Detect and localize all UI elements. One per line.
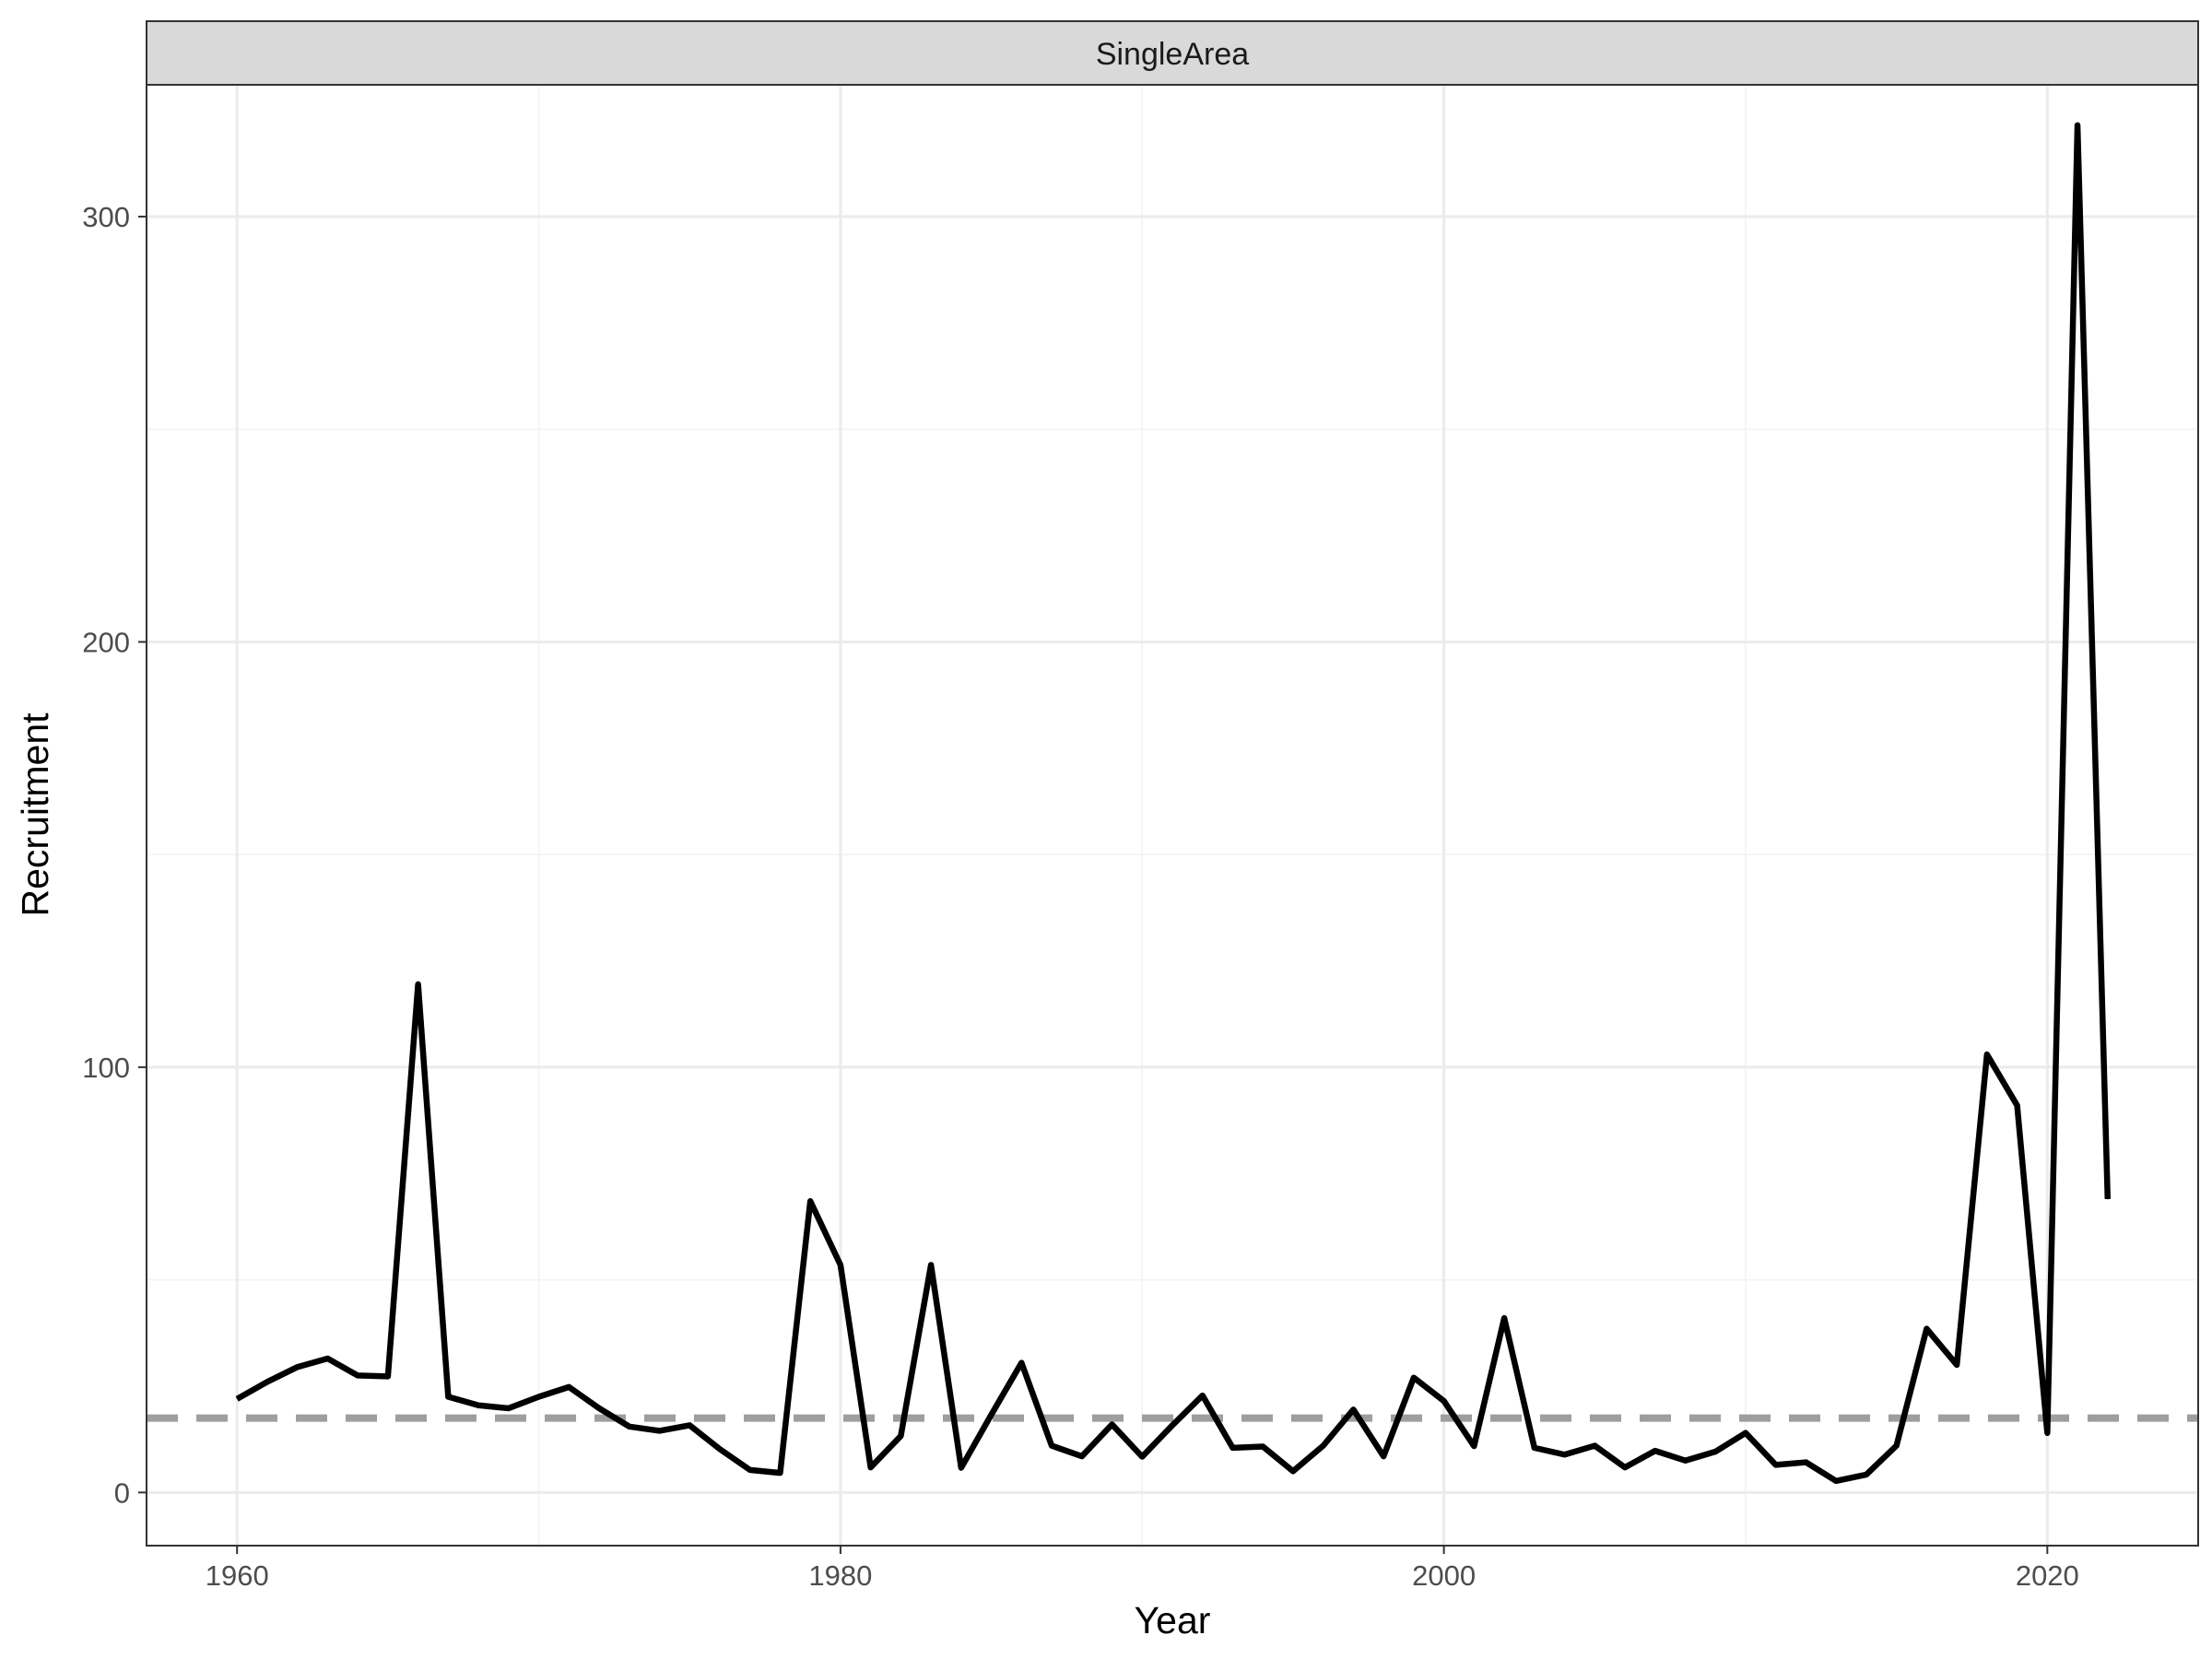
- y-tick-label-1: 100: [82, 1052, 130, 1084]
- data-point-1993: [1231, 1447, 1233, 1449]
- plot-panel-border: [146, 84, 2199, 1547]
- data-point-2019: [2017, 1104, 2018, 1106]
- data-point-1990: [1141, 1456, 1143, 1458]
- data-point-1963: [326, 1358, 328, 1359]
- data-point-1988: [1081, 1455, 1083, 1457]
- data-point-1986: [1020, 1362, 1022, 1364]
- data-point-1976: [719, 1448, 721, 1450]
- data-point-1965: [387, 1375, 389, 1377]
- data-point-2006: [1624, 1466, 1626, 1468]
- data-point-2020: [2046, 1432, 2048, 1434]
- x-axis: 1960 1980 2000 2020: [206, 1546, 2079, 1592]
- data-point-1995: [1292, 1470, 1294, 1472]
- data-point-2008: [1685, 1460, 1686, 1462]
- data-point-1987: [1051, 1445, 1053, 1447]
- data-point-1994: [1262, 1445, 1264, 1447]
- data-point-2010: [1745, 1432, 1747, 1434]
- y-tick-label-0: 0: [114, 1477, 130, 1509]
- data-point-2004: [1564, 1453, 1566, 1455]
- data-point-1991: [1171, 1424, 1173, 1426]
- data-point-2018: [1986, 1053, 1988, 1055]
- data-point-1996: [1323, 1445, 1324, 1447]
- data-point-1985: [991, 1414, 993, 1416]
- data-point-2009: [1714, 1451, 1716, 1453]
- facet-strip: [146, 20, 2199, 86]
- data-point-2015: [1896, 1445, 1898, 1447]
- data-point-1999: [1413, 1377, 1415, 1379]
- data-point-2016: [1925, 1328, 1927, 1330]
- x-tick-label-2: 2000: [1412, 1559, 1476, 1592]
- x-tick-label-0: 1960: [206, 1559, 269, 1592]
- data-point-1998: [1382, 1455, 1384, 1457]
- data-point-2003: [1534, 1447, 1535, 1449]
- x-axis-title: Year: [1135, 1599, 1211, 1641]
- data-point-1978: [779, 1472, 781, 1474]
- y-axis-title: Recruitment: [14, 712, 56, 917]
- data-point-2007: [1654, 1450, 1656, 1452]
- data-point-1969: [508, 1407, 510, 1409]
- data-point-1974: [659, 1430, 660, 1431]
- data-point-2014: [1865, 1474, 1867, 1476]
- data-point-1997: [1352, 1408, 1354, 1410]
- data-point-1962: [297, 1366, 299, 1368]
- data-point-1970: [538, 1396, 540, 1397]
- y-tick-label-3: 300: [82, 201, 130, 233]
- data-point-1981: [870, 1466, 872, 1468]
- grid-major: [147, 85, 2198, 1546]
- data-point-2002: [1503, 1317, 1505, 1319]
- data-point-1979: [809, 1200, 811, 1202]
- data-point-2000: [1443, 1400, 1445, 1402]
- plot-panel: [147, 85, 2198, 1546]
- data-point-1967: [447, 1396, 449, 1397]
- data-point-1975: [688, 1424, 690, 1426]
- series-layer: [235, 122, 2112, 1485]
- data-point-1972: [598, 1407, 600, 1409]
- data-point-2001: [1473, 1445, 1475, 1447]
- data-point-2022: [2107, 1198, 2109, 1200]
- data-point-1964: [357, 1374, 359, 1376]
- data-point-1960: [236, 1398, 238, 1400]
- data-point-2017: [1956, 1364, 1958, 1366]
- data-point-1982: [900, 1435, 901, 1437]
- data-point-1992: [1202, 1394, 1204, 1396]
- facet-label: SingleArea: [1096, 37, 1249, 72]
- data-point-2021: [2077, 124, 2078, 126]
- data-point-2013: [1835, 1480, 1837, 1482]
- data-point-1968: [477, 1405, 479, 1406]
- data-point-1984: [960, 1467, 962, 1469]
- data-point-1971: [568, 1386, 570, 1388]
- data-point-2005: [1594, 1445, 1595, 1447]
- y-tick-label-2: 200: [82, 626, 130, 658]
- x-tick-label-1: 1980: [808, 1559, 872, 1592]
- data-point-1977: [749, 1469, 751, 1471]
- grid-minor: [147, 85, 2198, 1546]
- x-tick-label-3: 2020: [2016, 1559, 2079, 1592]
- y-axis: 0 100 200 300: [82, 201, 147, 1509]
